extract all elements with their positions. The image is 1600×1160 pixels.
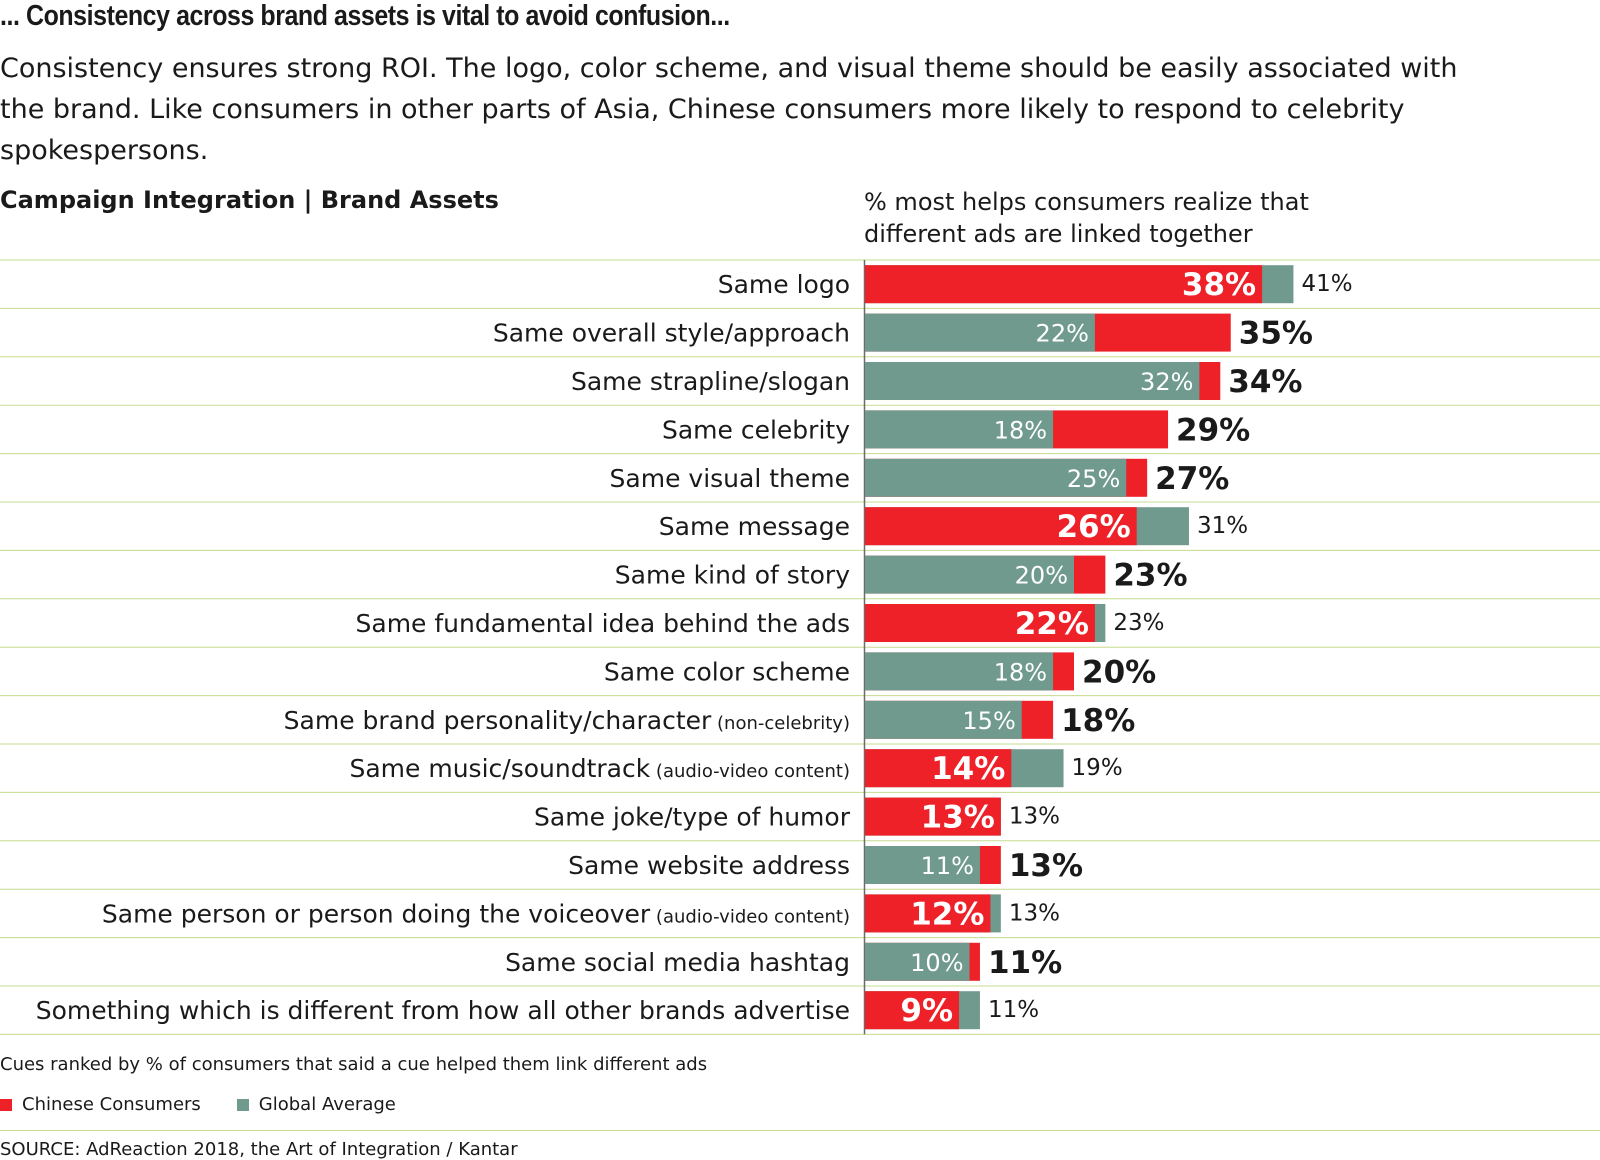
legend-swatch-chinese bbox=[0, 1098, 12, 1111]
bar-global bbox=[865, 313, 1095, 352]
category-label: Same kind of story bbox=[615, 561, 850, 590]
value-label-chinese: 9% bbox=[900, 993, 953, 1029]
value-label-chinese: 13% bbox=[1009, 848, 1083, 884]
value-label-chinese: 29% bbox=[1176, 412, 1250, 448]
category-label-text: Same music/soundtrack bbox=[349, 754, 650, 783]
category-label: Same fundamental idea behind the ads bbox=[356, 609, 851, 638]
legend-label-global: Global Average bbox=[258, 1094, 396, 1115]
value-label-global: 19% bbox=[1072, 755, 1123, 781]
category-label-text: Same brand personality/character bbox=[284, 706, 712, 735]
bar-chinese bbox=[865, 894, 991, 933]
category-label: Same music/soundtrack (audio-video conte… bbox=[349, 754, 850, 783]
value-label-chinese: 14% bbox=[931, 751, 1005, 787]
value-label-chinese: 26% bbox=[1056, 509, 1130, 545]
chart-note: Cues ranked by % of consumers that said … bbox=[0, 1054, 708, 1075]
legend-item-global: Global Average bbox=[236, 1094, 396, 1115]
bar-chart: Same logo 38% 41% Same overall style/approa… bbox=[0, 259, 1600, 1035]
value-label-chinese: 35% bbox=[1239, 316, 1313, 352]
bar-chinese bbox=[865, 507, 1137, 546]
category-label-text: Same message bbox=[659, 512, 850, 541]
category-label-note: (audio-video content) bbox=[650, 761, 850, 782]
category-label: Same joke/type of humor bbox=[534, 803, 851, 832]
value-label-global: 20% bbox=[1015, 562, 1068, 590]
chart-title: Campaign Integration | Brand Assets bbox=[0, 186, 499, 214]
category-label-text: Same strapline/slogan bbox=[571, 367, 850, 396]
value-label-global: 13% bbox=[1009, 804, 1060, 830]
bar-global bbox=[865, 700, 1022, 739]
category-label: Same overall style/approach bbox=[493, 319, 850, 348]
kicker-headline: ... Consistency across brand assets is v… bbox=[0, 0, 730, 32]
bar-global bbox=[865, 942, 970, 981]
footer-rule bbox=[0, 1130, 1600, 1131]
legend-label-chinese: Chinese Consumers bbox=[22, 1094, 201, 1115]
value-label-chinese: 18% bbox=[1061, 703, 1135, 739]
value-label-chinese: 11% bbox=[988, 945, 1062, 981]
value-label-global: 15% bbox=[962, 707, 1015, 735]
bar-global bbox=[865, 458, 1127, 497]
category-label-text: Same social media hashtag bbox=[505, 948, 850, 977]
measure-label: % most helps consumers realize that diff… bbox=[864, 188, 1309, 248]
category-label: Same brand personality/character (non-ce… bbox=[284, 706, 850, 735]
bar-global bbox=[865, 555, 1074, 594]
category-label-note: (non-celebrity) bbox=[711, 713, 850, 734]
bar-global bbox=[865, 410, 1054, 449]
category-label: Something which is different from how al… bbox=[36, 996, 850, 1025]
value-label-chinese: 12% bbox=[910, 896, 984, 932]
bar-chinese bbox=[865, 265, 1263, 304]
value-label-chinese: 38% bbox=[1182, 267, 1256, 303]
category-label: Same website address bbox=[568, 851, 850, 880]
bar-chinese bbox=[865, 749, 1012, 788]
value-label-global: 22% bbox=[1036, 320, 1089, 348]
value-label-chinese: 34% bbox=[1228, 364, 1302, 400]
category-label: Same social media hashtag bbox=[505, 948, 850, 977]
source-text: SOURCE: AdReaction 2018, the Art of Inte… bbox=[0, 1139, 518, 1160]
value-label-chinese: 13% bbox=[921, 800, 995, 836]
value-label-global: 31% bbox=[1197, 513, 1248, 539]
legend: Chinese Consumers Global Average bbox=[0, 1094, 396, 1115]
category-label-text: Something which is different from how al… bbox=[36, 996, 850, 1025]
value-label-chinese: 27% bbox=[1155, 461, 1229, 497]
category-label: Same message bbox=[659, 512, 850, 541]
category-label: Same celebrity bbox=[662, 415, 850, 444]
value-label-global: 11% bbox=[921, 852, 974, 880]
bar-chinese bbox=[865, 604, 1095, 642]
value-label-global: 11% bbox=[988, 997, 1039, 1023]
bar-global bbox=[865, 652, 1054, 691]
bar-global bbox=[865, 362, 1200, 400]
category-label-text: Same fundamental idea behind the ads bbox=[356, 609, 851, 638]
value-label-global: 41% bbox=[1301, 271, 1352, 297]
category-label-text: Same overall style/approach bbox=[493, 319, 850, 348]
value-label-global: 23% bbox=[1113, 610, 1164, 636]
category-label: Same logo bbox=[718, 270, 850, 299]
bar-global bbox=[865, 846, 980, 884]
value-label-global: 18% bbox=[994, 658, 1047, 686]
legend-swatch-global bbox=[236, 1098, 249, 1111]
category-label-text: Same website address bbox=[568, 851, 850, 880]
intro-paragraph: Consistency ensures strong ROI. The logo… bbox=[0, 53, 1458, 166]
category-label-text: Same logo bbox=[718, 270, 850, 299]
category-label-text: Same visual theme bbox=[610, 464, 850, 493]
category-label-text: Same celebrity bbox=[662, 415, 850, 444]
category-label: Same person or person doing the voiceove… bbox=[102, 899, 850, 928]
category-label-text: Same joke/type of humor bbox=[534, 803, 851, 832]
value-label-global: 32% bbox=[1140, 368, 1193, 396]
value-label-global: 25% bbox=[1067, 465, 1120, 493]
value-label-chinese: 23% bbox=[1113, 558, 1187, 594]
category-label: Same color scheme bbox=[604, 657, 850, 686]
category-label-note: (audio-video content) bbox=[650, 906, 850, 927]
bar-chinese bbox=[865, 991, 960, 1030]
value-label-global: 10% bbox=[910, 949, 963, 977]
value-label-global: 18% bbox=[994, 416, 1047, 444]
category-label-text: Same person or person doing the voiceove… bbox=[102, 899, 651, 928]
legend-item-chinese: Chinese Consumers bbox=[0, 1094, 201, 1115]
category-label-text: Same color scheme bbox=[604, 657, 850, 686]
bar-chinese bbox=[865, 797, 1001, 836]
value-label-chinese: 20% bbox=[1082, 654, 1156, 690]
value-label-chinese: 22% bbox=[1015, 606, 1089, 642]
category-label: Same visual theme bbox=[610, 464, 850, 493]
category-label-text: Same kind of story bbox=[615, 561, 850, 590]
value-label-global: 13% bbox=[1009, 900, 1060, 926]
category-label: Same strapline/slogan bbox=[571, 367, 850, 396]
